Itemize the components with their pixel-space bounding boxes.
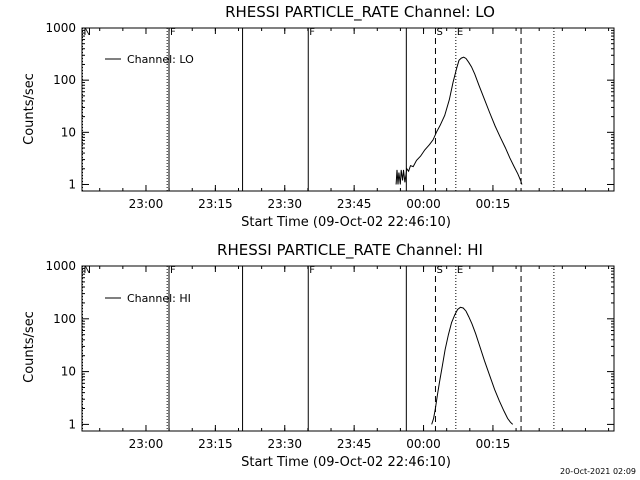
tick-labels: 23:00 23:15 23:30 23:45 00:00 00:15 1 10 100 1000	[45, 21, 510, 211]
x-tick-label: 23:15	[198, 197, 233, 211]
y-tick-label: 1000	[45, 259, 76, 273]
legend-label: Channel: HI	[127, 292, 191, 305]
legend: Channel: HI	[105, 292, 191, 305]
y-tick-label: 1	[68, 177, 76, 191]
series-line	[431, 306, 514, 425]
chart-panel-hi: RHESSI PARTICLE_RATE Channel: HI Counts/…	[22, 241, 615, 470]
chart-title: RHESSI PARTICLE_RATE Channel: HI	[217, 241, 483, 260]
event-marker-label: N	[84, 27, 91, 38]
plot-frame	[81, 265, 615, 432]
x-axis-label: Start Time (09-Oct-02 22:46:10)	[241, 455, 451, 470]
x-tick-label: 23:30	[267, 197, 302, 211]
event-marker-label: E	[457, 265, 463, 276]
legend: Channel: LO	[105, 53, 194, 66]
x-tick-label: 00:15	[476, 197, 511, 211]
footer-timestamp: 20-Oct-2021 02:09	[560, 467, 636, 476]
data-series	[395, 56, 523, 185]
y-tick-label: 10	[61, 365, 76, 379]
x-tick-label: 23:15	[198, 437, 233, 451]
plot-frame	[81, 27, 615, 192]
x-tick-label: 23:00	[129, 437, 164, 451]
event-marker-label: F	[309, 265, 315, 276]
tick-labels: 23:00 23:15 23:30 23:45 00:00 00:15 1 10 100 1000	[45, 259, 510, 451]
x-tick-label: 23:00	[129, 197, 164, 211]
event-marker-label: F	[309, 27, 315, 38]
y-tick-label: 1000	[45, 21, 76, 35]
event-marker-label: E	[457, 27, 463, 38]
x-tick-label: 00:00	[406, 437, 441, 451]
x-tick-label: 23:45	[337, 437, 372, 451]
event-marker-label: F	[170, 265, 176, 276]
y-tick-label: 1	[68, 417, 76, 431]
y-axis-label: Counts/sec	[22, 311, 37, 383]
x-tick-label: 23:30	[267, 437, 302, 451]
x-tick-label: 00:00	[406, 197, 441, 211]
y-tick-label: 100	[53, 73, 76, 87]
event-marker-label: S	[436, 265, 442, 276]
y-tick-label: 10	[61, 125, 76, 139]
y-axis-label: Counts/sec	[22, 73, 37, 145]
event-marker-label: F	[170, 27, 176, 38]
data-series	[431, 306, 514, 425]
x-tick-label: 00:15	[476, 437, 511, 451]
legend-label: Channel: LO	[127, 53, 194, 66]
y-tick-label: 100	[53, 312, 76, 326]
series-line	[395, 56, 523, 185]
chart-title: RHESSI PARTICLE_RATE Channel: LO	[225, 3, 495, 22]
event-marker-label: N	[84, 265, 91, 276]
x-tick-label: 23:45	[337, 197, 372, 211]
chart-panel-lo: RHESSI PARTICLE_RATE Channel: LO Counts/…	[22, 3, 615, 230]
event-marker-label: S	[436, 27, 442, 38]
x-axis-label: Start Time (09-Oct-02 22:46:10)	[241, 215, 451, 230]
